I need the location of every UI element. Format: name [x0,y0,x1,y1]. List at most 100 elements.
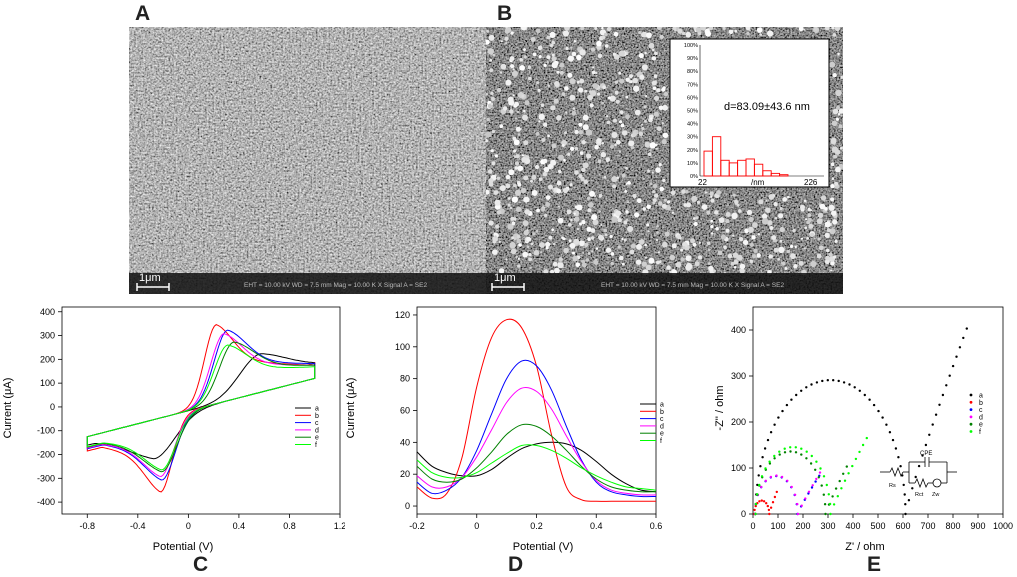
nanoparticle-dot [547,134,550,138]
chart-e-point-f [819,467,822,470]
sem-image-b: 1μm EHT = 10.00 kV WD = 7.5 mm Mag = 10.… [486,27,843,294]
nanoparticle-dot [508,169,515,176]
nanoparticle-dot [705,30,712,37]
nanoparticle-dot [641,123,644,126]
nanoparticle-dot [552,261,558,267]
chart-e-point-a [914,475,917,479]
nanoparticle-dot [798,261,804,266]
nanoparticle-dot [572,251,575,255]
chart-e-point-a [858,389,861,392]
nanoparticle-dot [767,30,774,37]
nanoparticle-dot [558,154,564,161]
nanoparticle-dot [614,80,619,84]
nanoparticle-dot [646,204,651,210]
chart-e-point-e [824,512,827,516]
chart-e-xtick-label: 500 [870,521,885,531]
nanoparticle-dot [610,144,614,149]
chart-e-point-f [827,493,830,496]
nanoparticle-dot [509,242,516,249]
nanoparticle-dot [651,171,654,174]
nanoparticle-dot [723,246,727,250]
chart-e-xtick-label: 400 [845,521,860,531]
chart-e-point-a [763,447,767,450]
nanoparticle-dot [543,63,547,67]
nanoparticle-dot [567,223,572,227]
nanoparticle-dot [549,43,554,48]
nanoparticle-dot [553,98,559,104]
nanoparticle-dot [832,33,837,37]
chart-e-point-a [958,346,962,349]
nanoparticle-dot [833,255,837,259]
chart-c-xtick-label: 0.4 [233,521,246,531]
nanoparticle-dot [542,171,548,177]
nanoparticle-dot [656,231,659,234]
nanoparticle-dot [704,191,708,194]
nanoparticle-dot [578,87,584,93]
nanoparticle-dot [758,199,764,205]
nanoparticle-dot [638,53,644,59]
nanoparticle-dot [836,105,840,110]
nanoparticle-dot [574,146,579,151]
nanoparticle-dot [590,228,596,233]
nanoparticle-dot [522,220,529,227]
nanoparticle-dot [554,267,560,274]
nanoparticle-dot [590,236,595,240]
nanoparticle-dot [817,212,824,219]
nanoparticle-dot [717,250,723,256]
nanoparticle-dot [707,262,711,265]
nanoparticle-dot [601,142,604,145]
chart-c-legend-label-d: d [315,427,319,434]
nanoparticle-dot [831,120,838,127]
nanoparticle-dot [486,39,490,45]
nanoparticle-dot [641,31,648,38]
nanoparticle-dot [489,59,493,62]
chart-c-ytick-label: -100 [37,426,55,436]
nanoparticle-dot [541,138,546,142]
nanoparticle-dot [494,154,498,158]
nanoparticle-dot [659,34,664,39]
nanoparticle-dot [510,216,515,221]
nanoparticle-dot [550,159,557,166]
nanoparticle-dot [824,232,830,238]
nanoparticle-dot [739,237,744,242]
nanoparticle-dot [615,210,621,217]
nanoparticle-dot [693,221,698,227]
nanoparticle-dot [835,89,842,97]
chart-d-ytick-label: 60 [400,406,410,416]
nanoparticle-dot [510,64,515,69]
nanoparticle-dot [579,222,582,226]
nanoparticle-dot [511,236,514,240]
nanoparticle-dot [807,213,812,218]
panel-letter-a: A [135,2,151,25]
nanoparticle-dot [511,196,518,203]
nanoparticle-dot [654,51,658,56]
chart-e-point-a [885,423,888,426]
nanoparticle-dot [530,37,536,42]
nanoparticle-dot [834,239,838,243]
nanoparticle-dot [607,96,611,100]
histogram-ytick-label: 80% [687,69,698,75]
nanoparticle-dot [800,204,805,210]
nanoparticle-dot [727,253,733,259]
chart-e-point-a [934,413,938,416]
nanoparticle-dot [765,207,771,213]
nanoparticle-dot [567,152,571,156]
sem-info-text-b: EHT = 10.00 kV WD = 7.5 mm Mag = 10.00 K… [601,282,784,289]
chart-e-point-a [917,464,921,468]
nanoparticle-dot [562,187,569,194]
panel-letter-b: B [497,2,513,25]
nanoparticle-dot [603,175,607,179]
nanoparticle-dot [790,253,796,260]
nanoparticle-dot [505,258,508,261]
circuit-label-rct: Rct [915,492,924,498]
nanoparticle-dot [532,52,537,57]
nanoparticle-dot [530,242,534,246]
nanoparticle-dot [542,158,548,164]
chart-e-point-b [771,501,775,504]
chart-e-point-a [903,493,906,496]
nanoparticle-dot [680,257,685,262]
chart-e-point-f [810,454,813,458]
nanoparticle-dot [490,91,494,96]
nanoparticle-dot [745,27,751,31]
nanoparticle-dot [574,170,579,175]
